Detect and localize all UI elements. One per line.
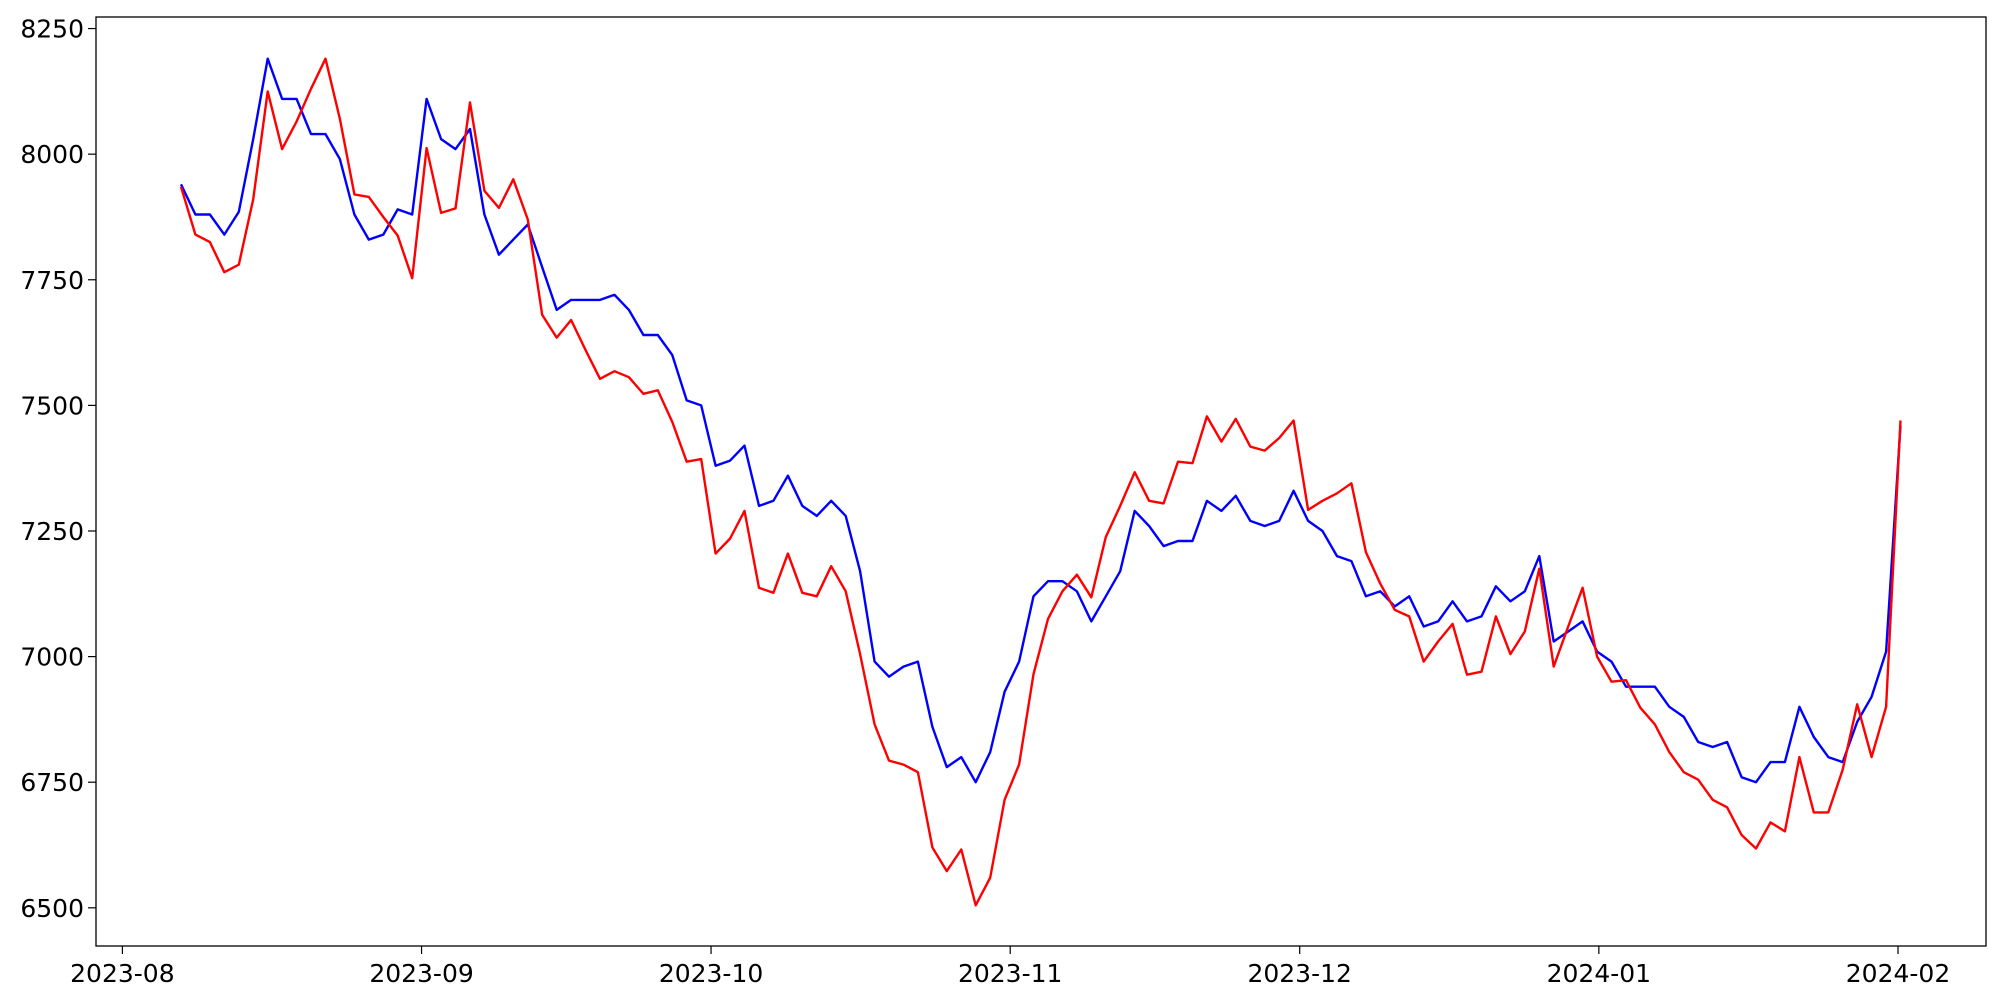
x-tick-label: 2023-11 [958, 959, 1062, 988]
x-tick-label: 2023-09 [369, 959, 473, 988]
series-line [179, 57, 1902, 907]
x-tick-label: 2024-01 [1547, 959, 1651, 988]
y-tick-label: 8250 [20, 15, 84, 44]
y-tick-label: 7500 [20, 391, 84, 420]
y-tick-label: 6500 [20, 894, 84, 923]
x-tick-label: 2024-02 [1846, 959, 1950, 988]
y-tick-label: 6750 [20, 768, 84, 797]
y-tick-label: 7000 [20, 643, 84, 672]
y-tick-label: 7750 [20, 266, 84, 295]
x-tick-label: 2023-08 [70, 959, 174, 988]
y-tick-label: 8000 [20, 140, 84, 169]
x-tick-label: 2023-10 [659, 959, 763, 988]
plot-frame [95, 16, 1987, 947]
series-line [179, 57, 1902, 784]
x-tick-label: 2023-12 [1247, 959, 1351, 988]
y-tick-label: 7250 [20, 517, 84, 546]
